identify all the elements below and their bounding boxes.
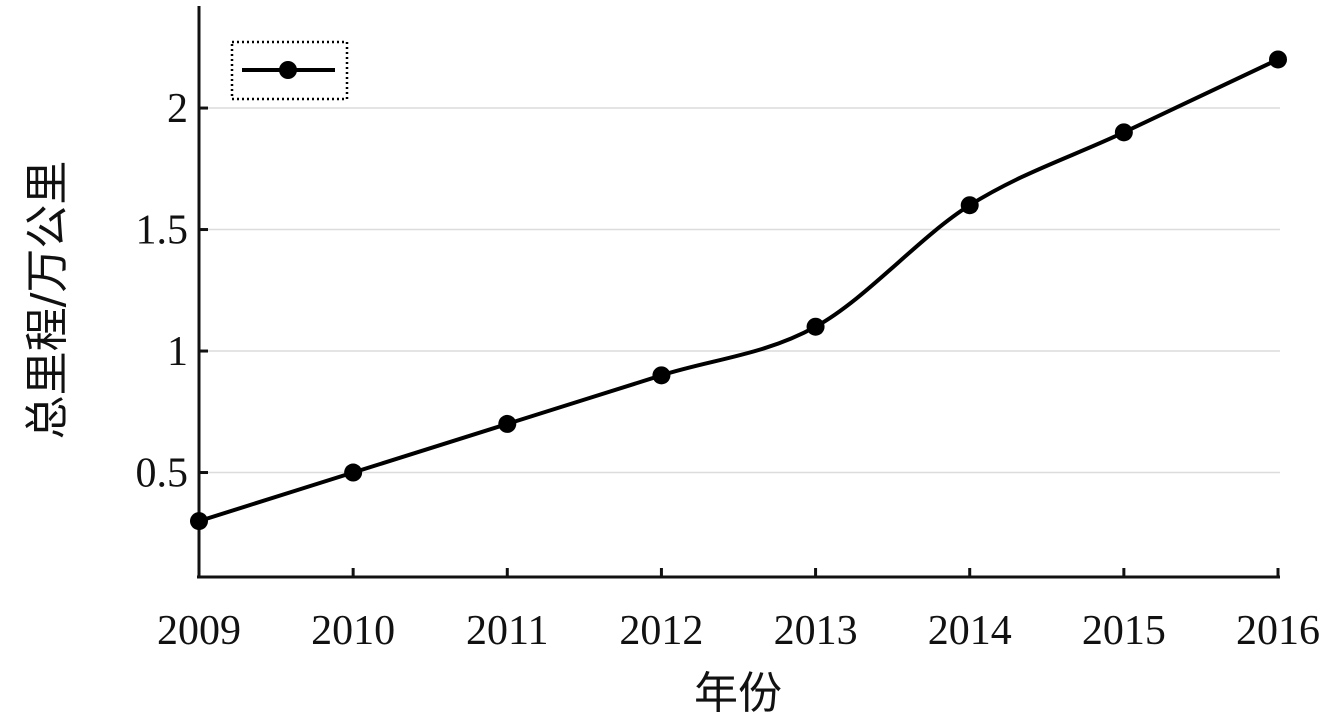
y-tick-label: 2 — [167, 86, 188, 132]
data-point — [344, 463, 363, 482]
data-point — [652, 366, 671, 385]
data-point — [1269, 50, 1287, 69]
x-ticks: 2009 2010 2011 2012 2013 2014 2015 2016 — [157, 568, 1320, 654]
x-tick-label: 2013 — [774, 608, 858, 654]
legend — [230, 40, 349, 101]
y-axis-title: 总里程/万公里 — [22, 161, 73, 440]
x-tick-label: 2016 — [1236, 608, 1320, 654]
data-point — [1114, 123, 1133, 142]
x-tick-label: 2011 — [466, 608, 548, 654]
data-point — [806, 317, 825, 336]
series — [190, 50, 1287, 531]
legend-marker — [279, 61, 297, 79]
x-tick-label: 2012 — [619, 608, 703, 654]
y-tick-label: 1.5 — [136, 208, 189, 254]
y-tick-label: 1 — [167, 329, 188, 375]
data-point — [960, 196, 979, 215]
y-ticks: 0.5 1 1.5 2 — [136, 86, 208, 497]
x-tick-label: 2010 — [311, 608, 395, 654]
data-point — [190, 512, 208, 531]
gridlines — [199, 107, 1280, 474]
data-point — [498, 414, 517, 433]
x-tick-label: 2014 — [928, 608, 1012, 654]
x-tick-label: 2015 — [1082, 608, 1166, 654]
y-tick-label: 0.5 — [136, 451, 189, 497]
x-axis-title: 年份 — [694, 668, 782, 715]
series-line — [198, 57, 1279, 524]
x-tick-label: 2009 — [157, 608, 241, 654]
